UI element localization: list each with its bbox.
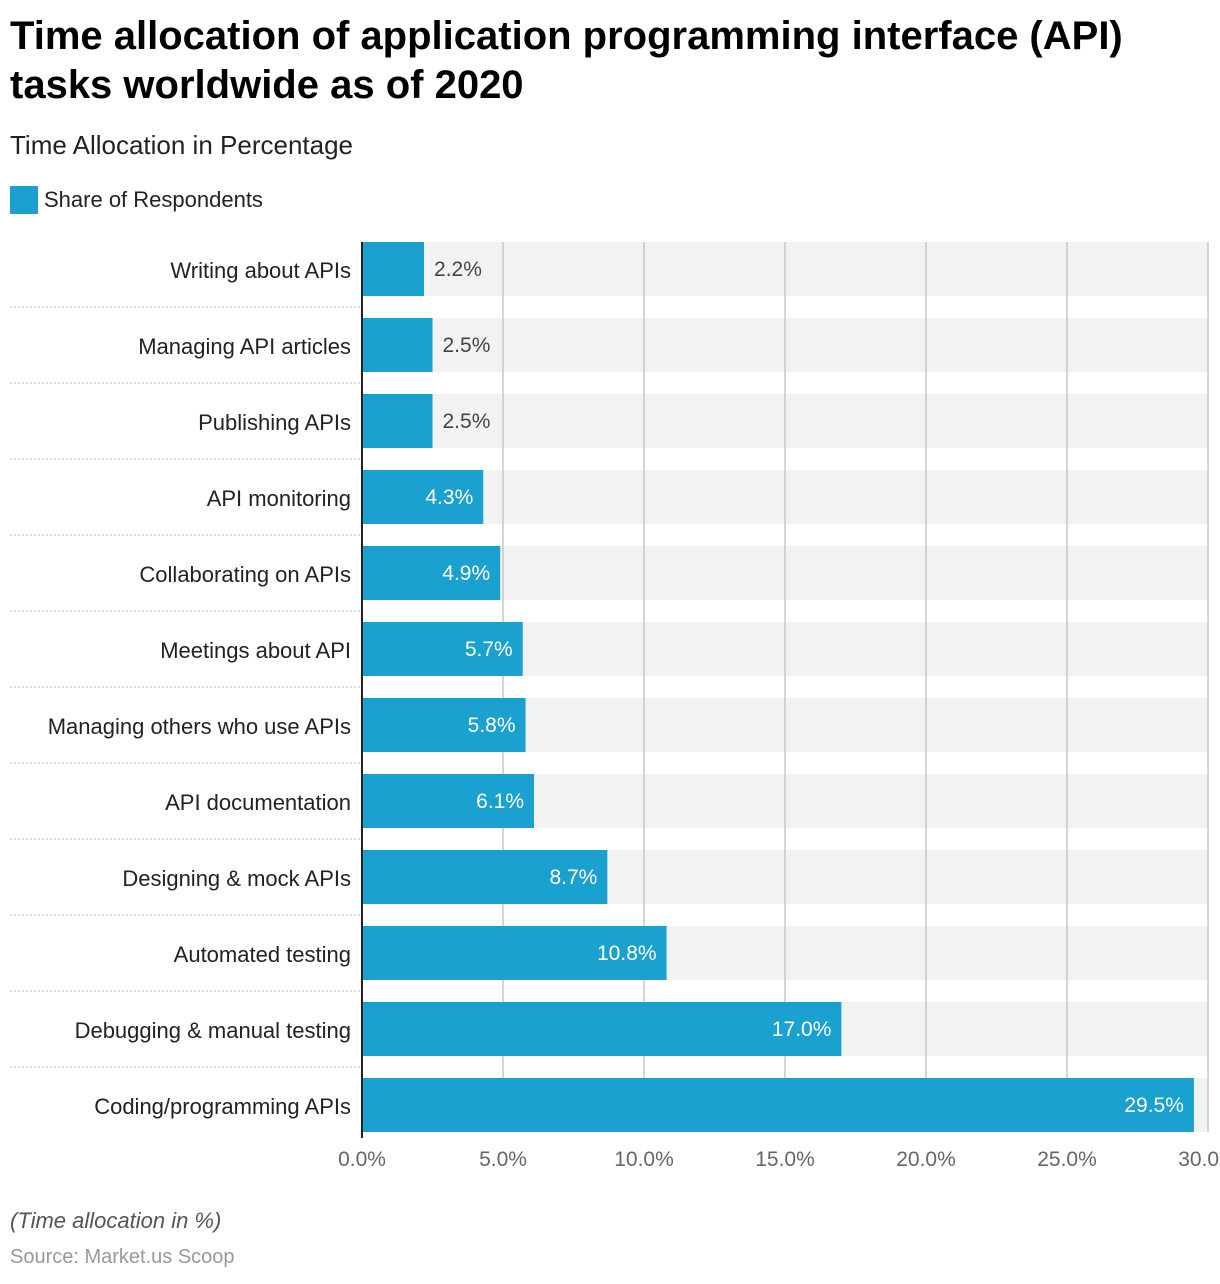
x-tick-label: 25.0% xyxy=(1037,1148,1097,1171)
x-tick-label: 30.0% xyxy=(1178,1148,1220,1171)
data-label: 4.3% xyxy=(425,486,473,509)
category-label: Managing API articles xyxy=(138,334,351,359)
category-label: Publishing APIs xyxy=(198,410,351,435)
chart-source: Source: Market.us Scoop xyxy=(10,1246,235,1268)
data-label: 2.5% xyxy=(443,334,491,357)
x-tick-label: 15.0% xyxy=(755,1148,815,1171)
data-label: 4.9% xyxy=(442,562,490,585)
category-label: Collaborating on APIs xyxy=(139,562,351,587)
bar xyxy=(362,470,484,524)
data-label: 5.7% xyxy=(465,638,513,661)
bar xyxy=(362,1002,842,1056)
bar xyxy=(362,1078,1194,1132)
category-label: Automated testing xyxy=(174,942,351,967)
x-tick-label: 5.0% xyxy=(479,1148,527,1171)
category-label: Writing about APIs xyxy=(170,258,351,283)
data-label: 29.5% xyxy=(1124,1094,1184,1117)
chart-note: (Time allocation in %) xyxy=(10,1208,222,1233)
category-label: Meetings about API xyxy=(160,638,351,663)
bar xyxy=(362,926,667,980)
legend-label: Share of Respondents xyxy=(44,187,263,212)
data-label: 6.1% xyxy=(476,790,524,813)
category-label: Coding/programming APIs xyxy=(94,1094,351,1119)
x-tick-label: 0.0% xyxy=(338,1148,386,1171)
data-label: 2.5% xyxy=(443,410,491,433)
data-label: 5.8% xyxy=(468,714,516,737)
bar xyxy=(362,774,535,828)
bar xyxy=(362,546,501,600)
data-label: 2.2% xyxy=(434,258,482,281)
bar xyxy=(362,394,433,448)
legend: Share of Respondents xyxy=(10,186,263,214)
x-tick-label: 20.0% xyxy=(896,1148,956,1171)
legend-swatch xyxy=(10,186,38,214)
category-label: Managing others who use APIs xyxy=(48,714,351,739)
data-label: 17.0% xyxy=(772,1018,832,1041)
chart-subtitle: Time Allocation in Percentage xyxy=(10,130,354,160)
bar xyxy=(362,242,425,296)
category-label: API monitoring xyxy=(207,486,351,511)
bar xyxy=(362,698,526,752)
bar xyxy=(362,850,608,904)
bar xyxy=(362,318,433,372)
bar-chart: 0.0% 5.0% 10.0% 15.0% 20.0% 25.0% 30.0% Writing… xyxy=(10,242,1220,1171)
x-tick-label: 10.0% xyxy=(614,1148,674,1171)
category-label: API documentation xyxy=(165,790,351,815)
data-label: 10.8% xyxy=(597,942,657,965)
chart-title: Time allocation of application programmi… xyxy=(10,14,1123,107)
category-label: Designing & mock APIs xyxy=(122,866,351,891)
data-label: 8.7% xyxy=(549,866,597,889)
category-label: Debugging & manual testing xyxy=(75,1018,351,1043)
bar xyxy=(362,622,523,676)
